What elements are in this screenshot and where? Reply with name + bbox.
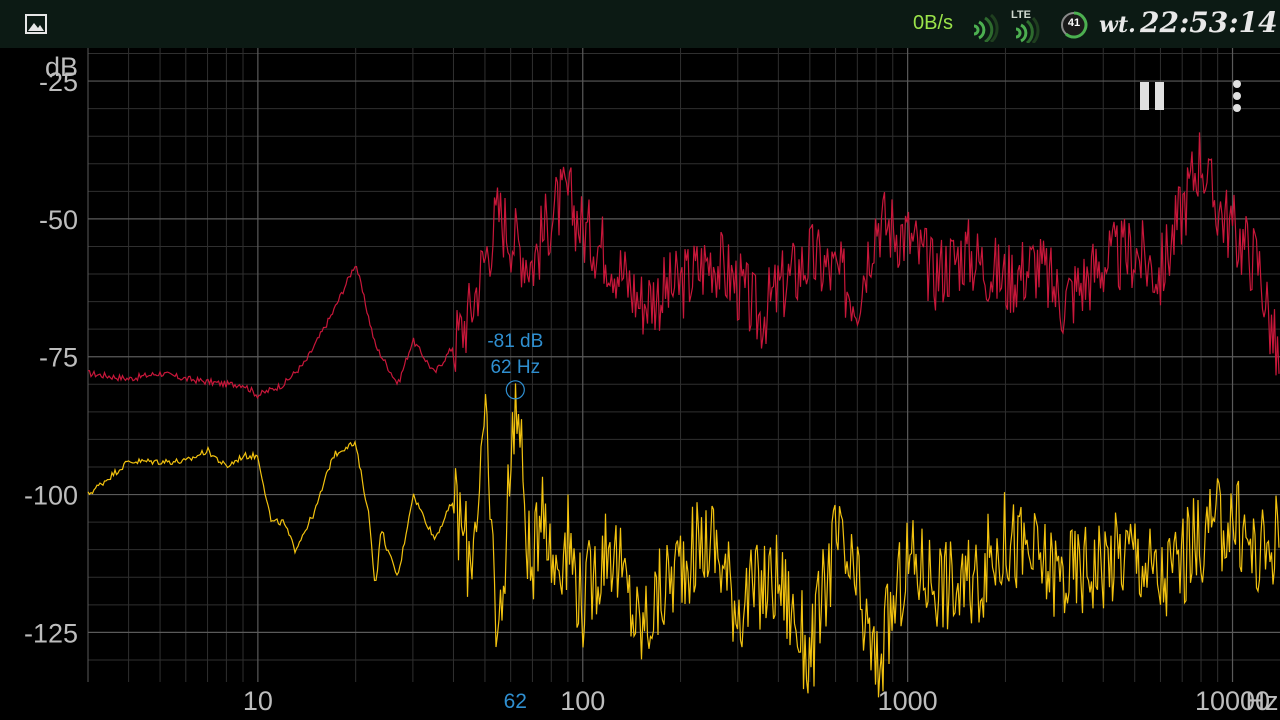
clock-time: 22:53:14	[1140, 6, 1278, 39]
x-tick-label: 1000	[878, 686, 938, 716]
pause-icon	[1140, 82, 1149, 110]
y-tick-label: -100	[24, 481, 78, 511]
more-options-button[interactable]	[1222, 76, 1252, 116]
spectrum-chart[interactable]: -81 dB 62 Hz -25 -50 -75 -100 -125 dB 10 100 1000…	[0, 48, 1280, 720]
lte-signal-icon	[1015, 16, 1040, 43]
series-layer	[87, 132, 1280, 698]
x-tick-label: 10	[243, 686, 273, 716]
peak-marker: -81 dB 62 Hz	[487, 331, 543, 400]
peak-marker-hz-label: 62 Hz	[490, 357, 540, 378]
peak-marker-circle	[505, 380, 525, 400]
status-bar: 0B/s LTE 41 wt. 22:53:14	[0, 0, 1280, 48]
series-live	[87, 383, 1280, 698]
battery-icon	[1061, 11, 1088, 39]
x-tick-label: 10000	[1195, 686, 1270, 716]
more-vert-icon	[1233, 80, 1241, 112]
y-tick-label: -125	[24, 618, 78, 648]
peak-marker-db-label: -81 dB	[487, 331, 543, 352]
gallery-icon	[25, 14, 47, 34]
battery-level: 41	[1067, 17, 1081, 29]
pause-button[interactable]	[1132, 76, 1172, 116]
clock-day: wt.	[1099, 12, 1136, 38]
peak-marker-axis-label: 62	[504, 690, 527, 713]
x-axis-unit-label: Hz	[1246, 686, 1279, 716]
y-tick-label: -50	[39, 205, 78, 235]
y-tick-label: -25	[39, 67, 78, 97]
wifi-signal-icon	[973, 13, 999, 42]
lte-label: LTE	[1011, 9, 1031, 21]
series-peak-hold	[88, 132, 1280, 400]
y-tick-label: -75	[39, 343, 78, 373]
y-axis-unit-label: dB	[45, 52, 78, 82]
grid-minor	[87, 48, 1280, 682]
grid-major	[87, 48, 1280, 682]
x-tick-label: 100	[560, 686, 605, 716]
network-speed: 0B/s	[913, 12, 954, 34]
